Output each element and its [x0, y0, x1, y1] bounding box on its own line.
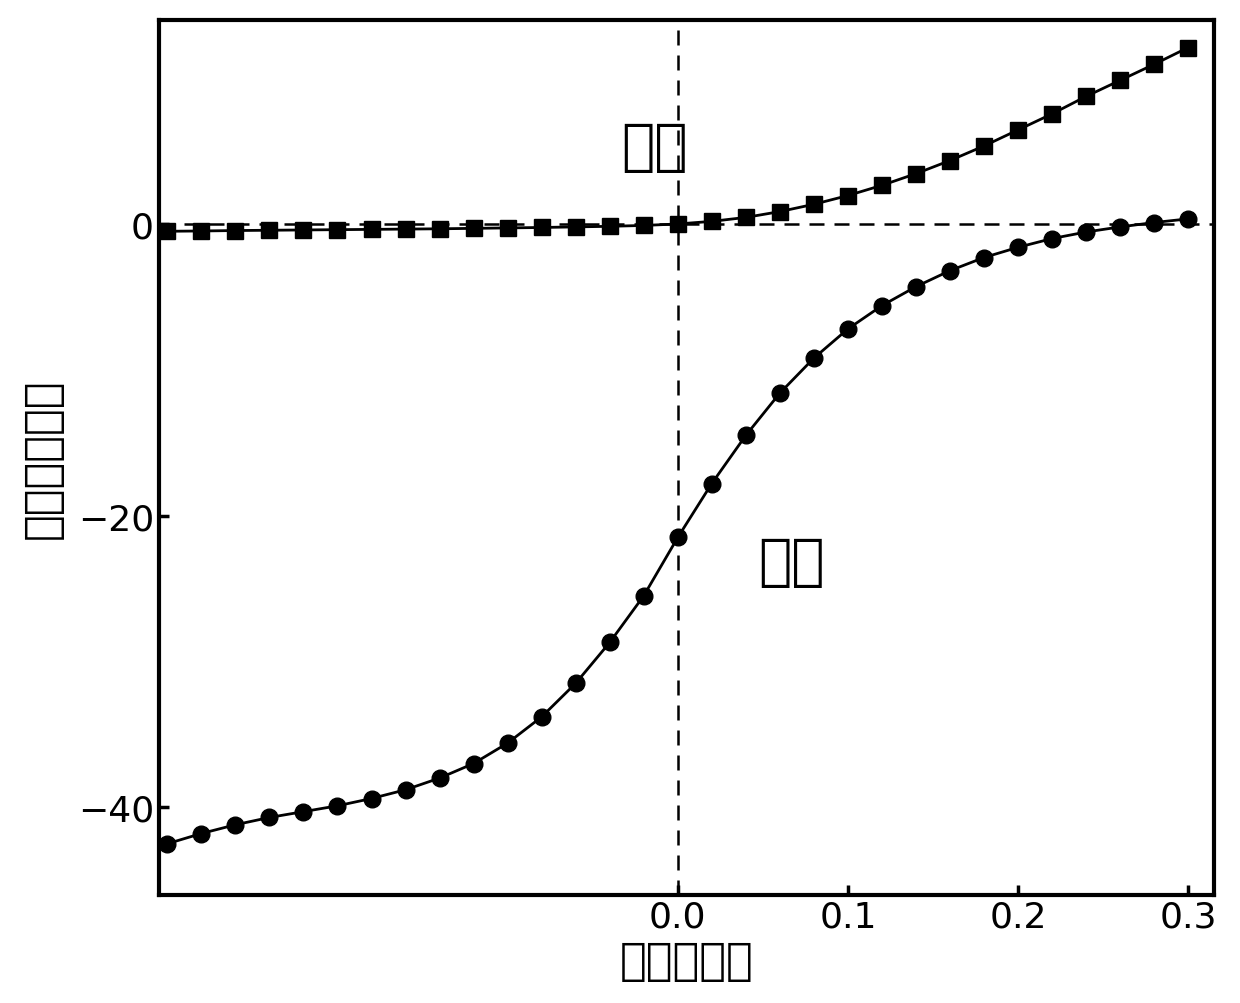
X-axis label: 电压（伏）: 电压（伏） [619, 939, 753, 982]
Y-axis label: 电流（微安）: 电流（微安） [21, 378, 63, 538]
Text: 有光: 有光 [759, 536, 825, 590]
Text: 无光: 无光 [621, 120, 688, 175]
